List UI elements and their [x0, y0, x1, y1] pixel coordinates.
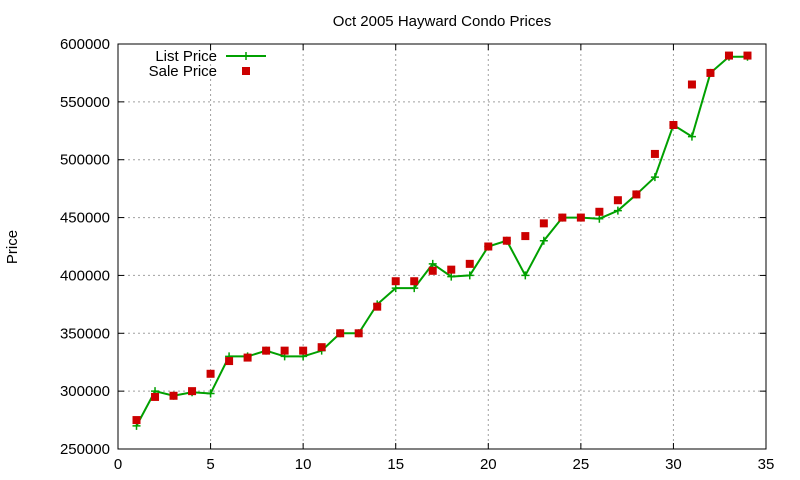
sale-price-point	[336, 329, 345, 338]
sale-price-point	[391, 277, 400, 286]
sale-price-point	[669, 121, 678, 129]
x-tick-label: 20	[480, 456, 497, 473]
sale-price-point	[151, 392, 160, 401]
sale-price-point	[280, 346, 289, 355]
list-price-point	[428, 259, 437, 268]
y-tick-label: 500000	[60, 152, 110, 169]
x-tick-label: 10	[295, 456, 312, 473]
list-price-point	[391, 284, 400, 293]
x-tick-label: 15	[387, 456, 404, 473]
y-tick-label: 250000	[60, 441, 110, 458]
sale-price-point	[650, 149, 659, 158]
sale-price-point	[687, 80, 696, 89]
sale-price-point	[576, 213, 585, 222]
sale-price-point	[595, 207, 604, 216]
list-price-point	[447, 272, 456, 281]
x-tick-label: 0	[114, 456, 122, 473]
sale-price-point	[132, 416, 141, 425]
sale-price-point	[484, 242, 493, 251]
sale-price-point	[724, 51, 733, 60]
x-tick-label: 5	[206, 456, 214, 473]
y-tick-label: 350000	[60, 325, 110, 342]
sale-price-point	[354, 329, 363, 338]
sale-price-point	[243, 353, 252, 362]
sale-price-point	[317, 343, 326, 352]
y-tick-label: 400000	[60, 267, 110, 284]
list-price-point	[410, 284, 419, 293]
series	[132, 51, 752, 430]
sale-price-point	[521, 232, 530, 241]
sale-price-point	[410, 277, 419, 286]
list-price-point	[595, 214, 604, 223]
sale-price-point	[262, 346, 271, 355]
series-line-list-price	[135, 55, 748, 427]
list-price-point	[613, 206, 622, 215]
sale-price-point	[299, 346, 308, 355]
sale-price-point	[169, 391, 178, 400]
sale-price-point	[613, 196, 622, 205]
sale-price-point	[632, 190, 641, 199]
legend: List Price Sale Price	[149, 48, 266, 80]
y-tick-label: 550000	[60, 94, 110, 111]
y-tick-label: 300000	[60, 383, 110, 400]
sale-price-point	[465, 259, 474, 268]
list-price-point	[687, 132, 696, 141]
list-price-point	[521, 271, 530, 280]
sale-price-point	[447, 265, 456, 274]
sale-price-point	[743, 51, 752, 60]
chart-title: Oct 2005 Hayward Condo Prices	[333, 13, 551, 30]
x-tick-label: 35	[758, 456, 775, 473]
y-tick-label: 450000	[60, 210, 110, 227]
legend-label-list-price: List Price	[155, 48, 217, 65]
sale-price-point	[428, 266, 437, 275]
axes: 0 5 10 15 20 25 30 35 250000 300000 350000 400000 45…	[60, 36, 774, 473]
plot-frame	[117, 43, 767, 450]
x-tick-label: 25	[573, 456, 590, 473]
sale-price-point	[373, 302, 382, 311]
sale-price-point	[539, 219, 548, 228]
legend-label-sale-price: Sale Price	[149, 63, 217, 80]
sale-price-point	[188, 387, 197, 396]
list-price-point	[465, 271, 474, 280]
x-tick-label: 30	[665, 456, 682, 473]
sale-price-point	[225, 357, 234, 366]
legend-swatch-sale-price	[242, 67, 250, 75]
list-price-point	[650, 173, 659, 182]
sale-price-point	[502, 236, 511, 245]
y-axis-label: Price	[4, 230, 21, 264]
legend-marker-list-price	[242, 52, 250, 60]
y-tick-label: 600000	[60, 36, 110, 53]
sale-price-point	[706, 68, 715, 77]
list-price-point	[206, 389, 215, 398]
legend-swatch-list-price	[226, 52, 266, 60]
grid	[118, 44, 766, 449]
sale-price-point	[558, 213, 567, 222]
sale-price-point	[206, 369, 215, 378]
list-price-point	[539, 236, 548, 245]
legend-marker-sale-price	[242, 67, 250, 75]
